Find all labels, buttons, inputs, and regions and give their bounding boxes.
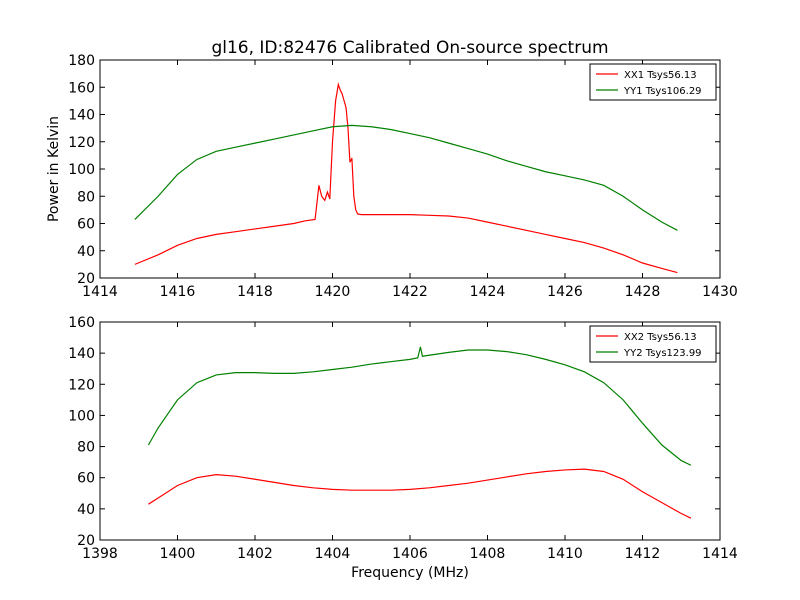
- x-tick-label: 1426: [547, 284, 583, 300]
- series-line-yy: [134, 124, 678, 231]
- series-line-yy: [147, 346, 692, 466]
- x-tick-label: 1398: [82, 546, 118, 562]
- x-tick-label: 1414: [702, 546, 738, 562]
- y-tick-label: 40: [77, 502, 95, 518]
- x-tick-label: 1422: [392, 284, 428, 300]
- bottom-panel: 1398 1400 1402 1404 1406 1408 1410 1412 1414 20 40…: [68, 315, 738, 581]
- y-tick-label: 100: [68, 408, 95, 424]
- series-line-xx: [134, 82, 678, 274]
- y-tick-label: 100: [68, 162, 95, 178]
- y-tick-label: 40: [77, 244, 95, 260]
- y-tick-label: 140: [68, 108, 95, 124]
- x-axis-label: Frequency (MHz): [351, 565, 469, 581]
- y-tick-label: 80: [77, 440, 95, 456]
- y-axis-label: Power in Kelvin: [46, 116, 62, 222]
- x-tick-label: 1430: [702, 284, 738, 300]
- y-tick-label: 20: [77, 271, 95, 287]
- x-tick-label: 1418: [237, 284, 273, 300]
- legend-box: [589, 325, 717, 363]
- y-tick-label: 180: [68, 53, 95, 69]
- legend-box: [589, 63, 717, 101]
- y-tick-label: 60: [77, 217, 95, 233]
- y-tick-label: 160: [68, 80, 95, 96]
- legend-label: YY2 Tsys123.99: [623, 348, 702, 359]
- y-tick-label: 160: [68, 315, 95, 331]
- x-tick-label: 1406: [392, 546, 428, 562]
- legend: XX2 Tsys56.13 YY2 Tsys123.99: [589, 325, 717, 363]
- y-tick-label: 60: [77, 471, 95, 487]
- y-tick-label: 140: [68, 346, 95, 362]
- x-tick-label: 1408: [470, 546, 506, 562]
- legend: XX1 Tsys56.13 YY1 Tsys106.29: [589, 63, 717, 101]
- x-tick-label: 1424: [470, 284, 506, 300]
- x-tick-label: 1412: [625, 546, 661, 562]
- x-tick-label: 1410: [547, 546, 583, 562]
- top-panel: 1414 1416 1418 1420 1422 1424 1426 1428 1430 20 40…: [46, 53, 738, 300]
- y-tick-label: 120: [68, 135, 95, 151]
- legend-label: XX1 Tsys56.13: [624, 70, 697, 81]
- y-tick-label: 120: [68, 377, 95, 393]
- chart-title: gl16, ID:82476 Calibrated On-source spec…: [211, 38, 608, 58]
- x-tick-label: 1414: [82, 284, 118, 300]
- x-tick-label: 1420: [315, 284, 351, 300]
- x-tick-label: 1400: [160, 546, 196, 562]
- x-tick-label: 1428: [625, 284, 661, 300]
- legend-label: XX2 Tsys56.13: [624, 332, 697, 343]
- x-tick-label: 1402: [237, 546, 273, 562]
- series-line-xx: [148, 468, 692, 519]
- y-tick-label: 20: [77, 533, 95, 549]
- x-tick-label: 1416: [160, 284, 196, 300]
- y-tick-label: 80: [77, 189, 95, 205]
- x-tick-label: 1404: [315, 546, 351, 562]
- legend-label: YY1 Tsys106.29: [623, 86, 702, 97]
